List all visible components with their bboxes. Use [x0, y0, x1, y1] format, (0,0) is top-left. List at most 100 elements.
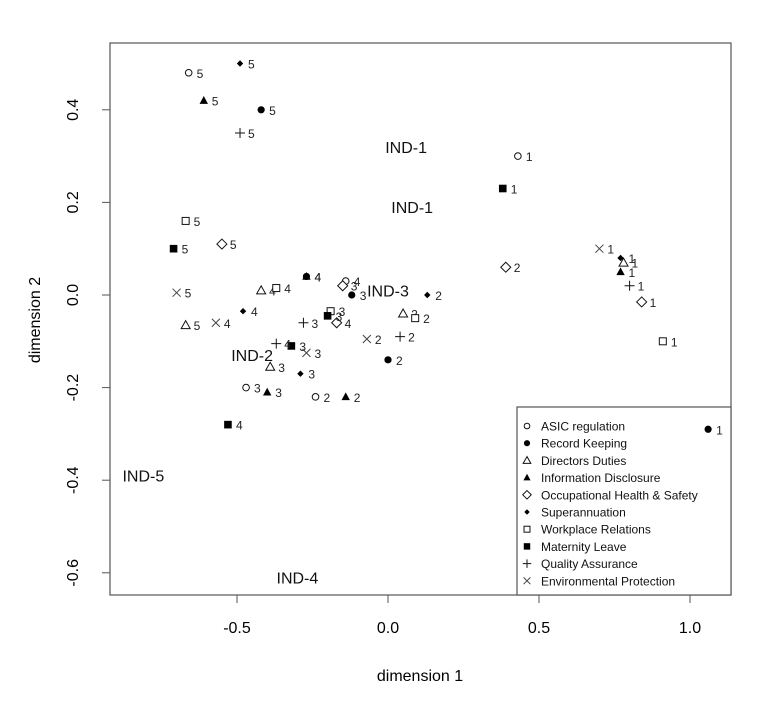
point-label: 4: [284, 338, 291, 352]
square-filled-marker-icon: [169, 244, 178, 253]
square-filled-marker-icon: [498, 184, 507, 193]
legend-label: Workplace Relations: [541, 523, 651, 537]
point-label: 1: [629, 252, 636, 266]
point-label: 3: [278, 361, 285, 375]
point-label: 5: [212, 95, 219, 109]
diamond-filled-marker-icon: [617, 254, 624, 262]
data-point: 3: [348, 289, 367, 303]
point-label: 4: [345, 317, 352, 331]
y-tick-label: -0.6: [65, 559, 82, 587]
legend-label: Superannuation: [541, 506, 626, 520]
legend-label: Information Disclosure: [541, 471, 661, 485]
legend-label: Record Keeping: [541, 437, 627, 451]
legend-label: Directors Duties: [541, 454, 626, 468]
point-label: 5: [230, 238, 237, 252]
square-filled-marker-icon: [323, 312, 332, 320]
circle-open-marker-icon: [184, 68, 193, 77]
data-point: 5: [236, 58, 255, 72]
diamond-filled-marker-icon: [236, 60, 244, 67]
point-label: 1: [716, 423, 723, 437]
point-label: 1: [629, 266, 636, 280]
data-point: 3: [336, 280, 358, 294]
point-label: 3: [299, 340, 306, 354]
legend: ASIC regulation Record Keeping Directors D…: [516, 406, 732, 596]
data-point: 5: [180, 319, 201, 333]
square-open-marker-icon: [523, 525, 531, 533]
legend-item: Information Disclosure: [523, 471, 661, 485]
legend-item: Quality Assurance: [522, 557, 638, 571]
industry-label: IND-1: [391, 200, 433, 217]
point-label: 4: [314, 270, 321, 284]
point-label: 1: [511, 183, 518, 197]
x-tick-label: -0.5: [223, 620, 251, 637]
data-point: 5: [257, 104, 276, 118]
diamond-filled-marker-icon: [239, 308, 247, 315]
legend-item: Superannuation: [524, 506, 626, 520]
data-point: 2: [395, 331, 415, 345]
diamond-open-marker-icon: [500, 261, 512, 273]
legend-label: ASIC regulation: [541, 420, 625, 434]
point-label: 5: [248, 58, 255, 72]
data-point: 1: [624, 280, 645, 294]
point-label: 2: [354, 391, 361, 405]
plot-frame: [109, 42, 732, 596]
data-point: 5: [181, 215, 201, 229]
industry-label: IND-2: [231, 348, 273, 365]
square-open-marker-icon: [411, 314, 420, 323]
triangle-open-marker-icon: [397, 308, 409, 318]
circle-filled-marker-icon: [384, 356, 392, 364]
circle-open-marker-icon: [242, 383, 250, 392]
square-filled-marker-icon: [287, 342, 296, 350]
diamond-open-marker-icon: [216, 238, 228, 250]
point-label: 4: [224, 317, 231, 331]
y-axis-title: dimension 2: [27, 277, 44, 363]
data-point: 4: [302, 270, 321, 284]
legend-label: Occupational Health & Safety: [541, 488, 698, 502]
point-label: 2: [423, 312, 430, 326]
plus-marker-icon: [271, 338, 282, 349]
data-point: 1: [514, 150, 533, 164]
data-point: 4: [272, 282, 291, 296]
triangle-filled-marker-icon: [341, 392, 350, 401]
point-label: 3: [311, 317, 318, 331]
legend-item: Environmental Protection: [523, 574, 675, 588]
triangle-open-marker-icon: [264, 361, 276, 371]
legend-label: Maternity Leave: [541, 540, 627, 554]
x-tick-label: 0.0: [377, 620, 399, 637]
diamond-open-marker-icon: [522, 489, 532, 500]
data-point: 2: [424, 289, 442, 303]
triangle-open-marker-icon: [618, 257, 629, 267]
circle-open-marker-icon: [523, 422, 531, 430]
diamond-open-marker-icon: [635, 296, 648, 308]
legend-label: Quality Assurance: [541, 557, 638, 571]
point-label: 3: [351, 280, 358, 294]
cross-marker-icon: [211, 318, 221, 328]
cross-marker-icon: [172, 288, 181, 298]
diamond-open-marker-icon: [336, 280, 349, 292]
point-label: 5: [194, 215, 201, 229]
data-point: 4: [224, 419, 243, 433]
data-point: 3: [297, 368, 315, 382]
triangle-open-marker-icon: [522, 455, 532, 464]
point-label: 3: [314, 347, 321, 361]
point-label: 5: [194, 319, 201, 333]
data-point: 2: [500, 261, 521, 275]
point-label: 3: [254, 382, 261, 396]
industry-label: IND-3: [367, 283, 409, 300]
data-point: 3: [263, 386, 282, 400]
point-label: 3: [308, 368, 315, 382]
plus-marker-icon: [624, 280, 635, 291]
diamond-filled-marker-icon: [424, 291, 431, 299]
data-point: 3: [298, 317, 318, 331]
point-label: 1: [526, 150, 533, 164]
data-point: 3: [242, 382, 261, 396]
data-point: 1: [618, 257, 639, 271]
data-point: 2: [341, 391, 361, 405]
cross-marker-icon: [595, 244, 604, 254]
data-point: 1: [635, 296, 657, 310]
data-point: 1: [498, 183, 518, 197]
point-label: 2: [435, 289, 442, 303]
diamond-open-marker-icon: [330, 317, 343, 329]
square-open-marker-icon: [181, 216, 190, 225]
diamond-filled-marker-icon: [524, 509, 530, 515]
